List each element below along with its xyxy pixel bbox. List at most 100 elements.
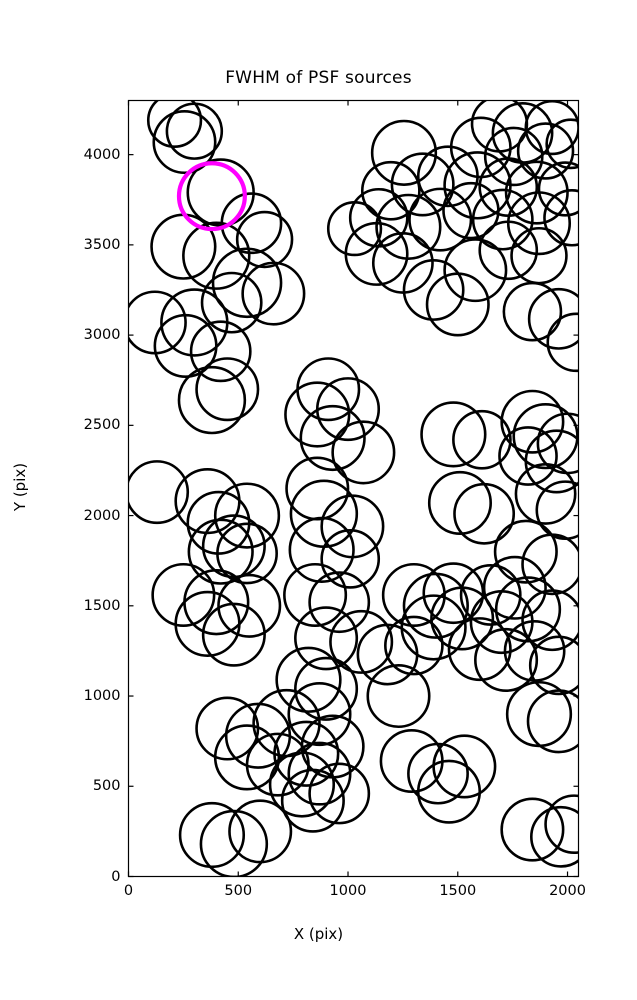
x-tick-label: 500: [224, 882, 253, 899]
psf-source-circle: [216, 522, 278, 585]
psf-source-circle: [308, 571, 371, 634]
axis-ticks-layer: [127, 100, 579, 878]
axes-frame: [127, 99, 580, 878]
x-tick-label: 1500: [439, 882, 477, 899]
psf-source-circle: [381, 562, 446, 627]
psf-source-circle: [326, 200, 383, 257]
psf-source-circle: [442, 181, 500, 240]
psf-source-circle: [329, 609, 394, 674]
psf-source-circle: [174, 590, 241, 657]
psf-source-circle: [452, 409, 512, 470]
psf-source-circle: [356, 623, 419, 686]
psf-source-circle: [152, 109, 217, 175]
y-tick-label: 2500: [83, 417, 121, 434]
psf-source-circle: [482, 555, 547, 620]
psf-circles-layer: [128, 100, 579, 877]
y-tick-label: 0: [111, 868, 121, 885]
psf-source-circle: [425, 272, 490, 337]
psf-source-circle: [217, 573, 282, 638]
psf-source-circle: [146, 100, 203, 148]
psf-source-circle: [128, 460, 190, 525]
psf-source-circle: [537, 161, 579, 217]
psf-source-circle: [360, 160, 421, 221]
psf-source-circle: [408, 187, 473, 252]
psf-source-circle: [273, 720, 340, 787]
psf-source-circle: [506, 191, 572, 256]
psf-source-circle: [294, 606, 359, 671]
y-tick-label: 3000: [83, 327, 121, 344]
psf-source-circle: [443, 151, 512, 220]
psf-source-circle: [449, 116, 512, 179]
psf-source-circle: [213, 482, 281, 549]
psf-source-circle: [500, 797, 565, 862]
x-tick-label: 1000: [329, 882, 367, 899]
psf-source-circle: [474, 627, 539, 692]
psf-source-circle: [177, 365, 247, 435]
psf-source-circle: [182, 221, 251, 290]
psf-source-circle: [521, 533, 579, 596]
psf-source-circle: [416, 759, 482, 824]
psf-source-circle: [280, 768, 345, 833]
psf-source-circle: [478, 220, 539, 281]
psf-source-circle: [235, 210, 294, 269]
psf-source-circle: [201, 602, 266, 667]
psf-source-circle: [331, 420, 396, 485]
psf-source-circle: [527, 287, 579, 350]
psf-source-circle: [199, 809, 269, 877]
psf-source-circle: [165, 102, 224, 160]
psf-source-circle: [459, 564, 522, 626]
psf-source-circle: [510, 226, 568, 285]
psf-source-circle: [287, 682, 352, 747]
psf-source-circle: [268, 751, 336, 818]
psf-source-circle: [241, 261, 306, 326]
psf-source-circle: [494, 576, 562, 643]
psf-source-circle: [528, 635, 579, 696]
psf-source-circle: [447, 617, 512, 682]
psf-source-circle: [402, 259, 465, 321]
y-tick-label: 1000: [83, 688, 121, 705]
psf-source-circle: [211, 247, 283, 319]
psf-source-circle: [483, 126, 544, 187]
psf-source-circle: [213, 724, 281, 791]
psf-source-circle: [546, 312, 579, 373]
psf-source-circle: [521, 589, 579, 652]
x-tick-label: 0: [123, 882, 134, 899]
psf-source-circle: [420, 401, 487, 468]
psf-source-circle: [288, 516, 355, 583]
psf-source-circle: [275, 646, 342, 713]
psf-source-circle: [320, 529, 381, 589]
psf-source-circle: [189, 320, 252, 383]
psf-source-circle: [294, 656, 359, 721]
psf-source-circle: [530, 805, 579, 868]
psf-source-circle: [443, 238, 508, 303]
psf-source-circle: [453, 482, 516, 545]
y-axis-label: Y (pix): [11, 462, 29, 512]
psf-source-circle: [375, 193, 442, 260]
psf-source-circle: [545, 118, 579, 170]
psf-source-circle: [402, 572, 469, 639]
y-tick-label: 500: [92, 778, 121, 795]
psf-source-circle: [153, 313, 218, 378]
psf-source-circle: [514, 462, 577, 525]
psf-source-circle: [200, 271, 263, 334]
psf-source-circle: [526, 689, 579, 754]
psf-source-circle: [524, 429, 579, 494]
psf-source-circle: [471, 188, 534, 251]
psf-source-circle: [228, 799, 293, 864]
psf-source-circle: [504, 160, 569, 225]
psf-source-circle: [344, 221, 409, 286]
x-axis-label: X (pix): [293, 925, 344, 943]
psf-source-circle: [407, 742, 469, 805]
psf-source-circle: [502, 281, 563, 342]
chart-title: FWHM of PSF sources: [225, 68, 412, 88]
psf-source-circle: [151, 562, 216, 627]
psf-source-circle: [283, 562, 348, 627]
y-tick-label: 4000: [83, 146, 121, 163]
psf-source-circle: [284, 381, 351, 448]
x-tick-label: 2000: [549, 882, 586, 899]
psf-source-circle: [287, 741, 352, 806]
psf-source-circle: [500, 389, 565, 454]
psf-source-circle: [544, 794, 579, 855]
y-tick-label: 3500: [83, 236, 121, 253]
